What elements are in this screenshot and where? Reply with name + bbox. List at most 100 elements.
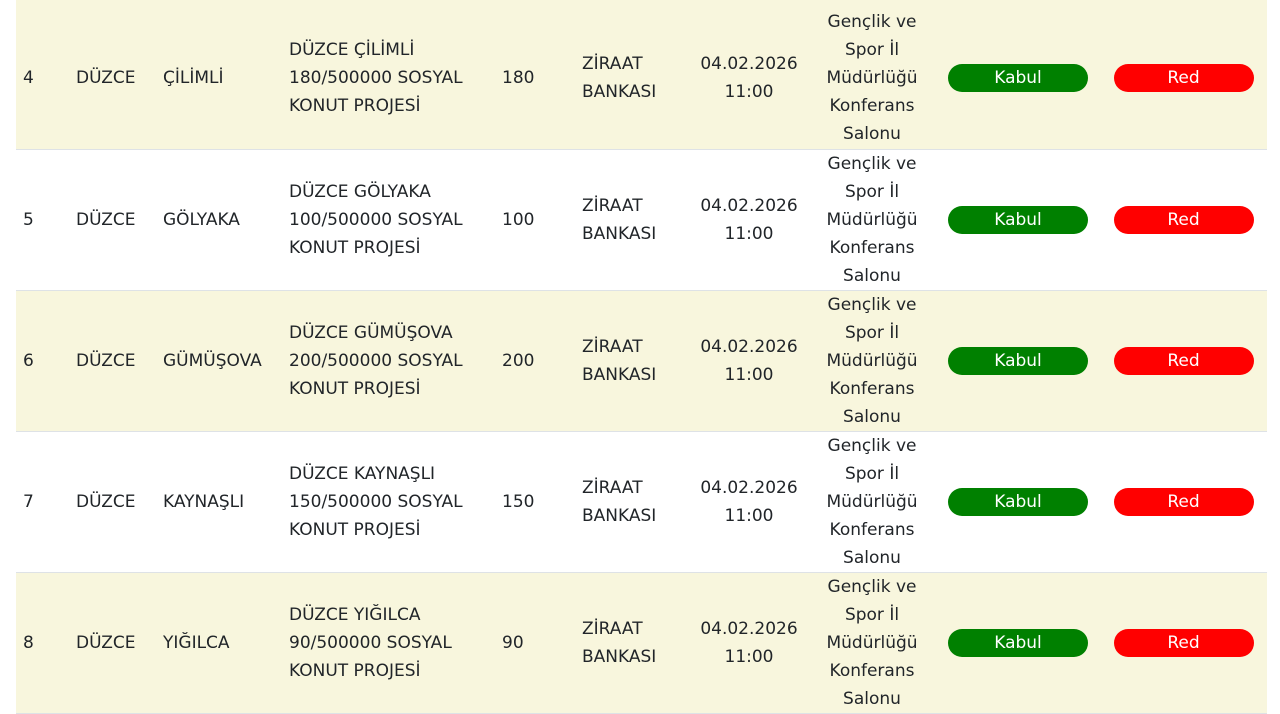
project-line: DÜZCE YIĞILCA [289,604,421,625]
reject-cell: Red [1100,572,1267,713]
count-cell: 150 [495,431,575,572]
province-text: DÜZCE [76,350,136,371]
district-text: ÇİLİMLİ [163,68,224,89]
project-line: DÜZCE GÖLYAKA [289,181,431,202]
bank-cell: ZİRAAT BANKASI [575,290,690,431]
reject-cell: Red [1100,290,1267,431]
project-line: KONUT PROJESİ [289,96,421,117]
project-table: 4 DÜZCE ÇİLİMLİ DÜZCE ÇİLİMLİ 180/500000 … [16,8,1267,714]
reject-button[interactable]: Red [1113,205,1254,234]
time-text: 11:00 [724,505,774,526]
project-line: DÜZCE ÇİLİMLİ [289,40,415,61]
location-line: Müdürlüğü [826,350,918,371]
row-number-text: 5 [23,209,34,230]
row-number: 6 [16,290,69,431]
date-cell: 04.02.2026 11:00 [690,8,808,149]
date-cell: 04.02.2026 11:00 [690,572,808,713]
bank-line: BANKASI [582,646,657,667]
location-line: Müdürlüğü [826,68,918,89]
reject-cell: Red [1100,8,1267,149]
district-cell: GÜMÜŞOVA [156,290,282,431]
date-text: 04.02.2026 [700,336,798,357]
district-text: GÜMÜŞOVA [163,350,262,371]
location-cell: Gençlik ve Spor İl Müdürlüğü Konferans Salon… [808,8,936,149]
accept-button[interactable]: Kabul [948,346,1088,375]
row-number: 8 [16,572,69,713]
table-row: 6 DÜZCE GÜMÜŞOVA DÜZCE GÜMÜŞOVA 200/50000… [16,290,1267,431]
count-cell: 200 [495,290,575,431]
location-line: Konferans [829,660,915,681]
count-cell: 100 [495,149,575,290]
bank-line: ZİRAAT [582,336,643,357]
row-number: 4 [16,8,69,149]
row-number-text: 7 [23,491,34,512]
project-line: 150/500000 SOSYAL [289,491,463,512]
location-line: Konferans [829,237,915,258]
accept-button[interactable]: Kabul [948,64,1088,93]
province-text: DÜZCE [76,632,136,653]
location-line: Müdürlüğü [826,632,918,653]
project-line: DÜZCE GÜMÜŞOVA [289,322,453,343]
date-cell: 04.02.2026 11:00 [690,290,808,431]
accept-cell: Kabul [936,431,1100,572]
time-text: 11:00 [724,646,774,667]
province-cell: DÜZCE [69,572,156,713]
bank-line: ZİRAAT [582,618,643,639]
date-text: 04.02.2026 [700,54,798,75]
reject-button[interactable]: Red [1113,64,1254,93]
district-text: KAYNAŞLI [163,491,245,512]
project-cell: DÜZCE YIĞILCA 90/500000 SOSYAL KONUT PROJE… [282,572,495,713]
district-cell: ÇİLİMLİ [156,8,282,149]
project-cell: DÜZCE KAYNAŞLI 150/500000 SOSYAL KONUT PRO… [282,431,495,572]
accept-button[interactable]: Kabul [948,628,1088,657]
district-cell: YIĞILCA [156,572,282,713]
district-text: GÖLYAKA [163,209,240,230]
accept-cell: Kabul [936,149,1100,290]
accept-button[interactable]: Kabul [948,487,1088,516]
district-text: YIĞILCA [163,632,230,653]
time-text: 11:00 [724,223,774,244]
province-cell: DÜZCE [69,149,156,290]
bank-cell: ZİRAAT BANKASI [575,572,690,713]
location-line: Salonu [843,688,901,709]
bank-line: BANKASI [582,505,657,526]
province-text: DÜZCE [76,68,136,89]
project-cell: DÜZCE GÜMÜŞOVA 200/500000 SOSYAL KONUT PRO… [282,290,495,431]
location-line: Konferans [829,519,915,540]
reject-button[interactable]: Red [1113,487,1254,516]
location-line: Gençlik ve [827,12,917,33]
project-line: KONUT PROJESİ [289,519,421,540]
table-row: 8 DÜZCE YIĞILCA DÜZCE YIĞILCA 90/500000 S… [16,572,1267,713]
time-text: 11:00 [724,364,774,385]
project-line: KONUT PROJESİ [289,378,421,399]
bank-cell: ZİRAAT BANKASI [575,8,690,149]
date-text: 04.02.2026 [700,618,798,639]
accept-cell: Kabul [936,8,1100,149]
reject-button[interactable]: Red [1113,346,1254,375]
province-text: DÜZCE [76,491,136,512]
location-line: Spor İl [844,604,900,625]
location-cell: Gençlik ve Spor İl Müdürlüğü Konferans Salon… [808,572,936,713]
reject-button[interactable]: Red [1113,628,1254,657]
table-row: 5 DÜZCE GÖLYAKA DÜZCE GÖLYAKA 100/500000 … [16,149,1267,290]
count-text: 150 [502,491,535,512]
previous-row-edge [16,0,1267,9]
count-text: 90 [502,632,524,653]
project-cell: DÜZCE GÖLYAKA 100/500000 SOSYAL KONUT PROJ… [282,149,495,290]
date-cell: 04.02.2026 11:00 [690,149,808,290]
location-line: Gençlik ve [827,153,917,174]
location-line: Spor İl [844,40,900,61]
accept-button[interactable]: Kabul [948,205,1088,234]
project-line: 200/500000 SOSYAL [289,350,463,371]
location-cell: Gençlik ve Spor İl Müdürlüğü Konferans Salon… [808,290,936,431]
row-number: 5 [16,149,69,290]
bank-line: BANKASI [582,364,657,385]
table-row: 7 DÜZCE KAYNAŞLI DÜZCE KAYNAŞLI 150/50000… [16,431,1267,572]
project-line: 180/500000 SOSYAL [289,68,463,89]
project-line: 90/500000 SOSYAL [289,632,452,653]
project-line: KONUT PROJESİ [289,660,421,681]
date-cell: 04.02.2026 11:00 [690,431,808,572]
location-cell: Gençlik ve Spor İl Müdürlüğü Konferans Salon… [808,149,936,290]
time-text: 11:00 [724,82,774,103]
count-text: 200 [502,350,535,371]
